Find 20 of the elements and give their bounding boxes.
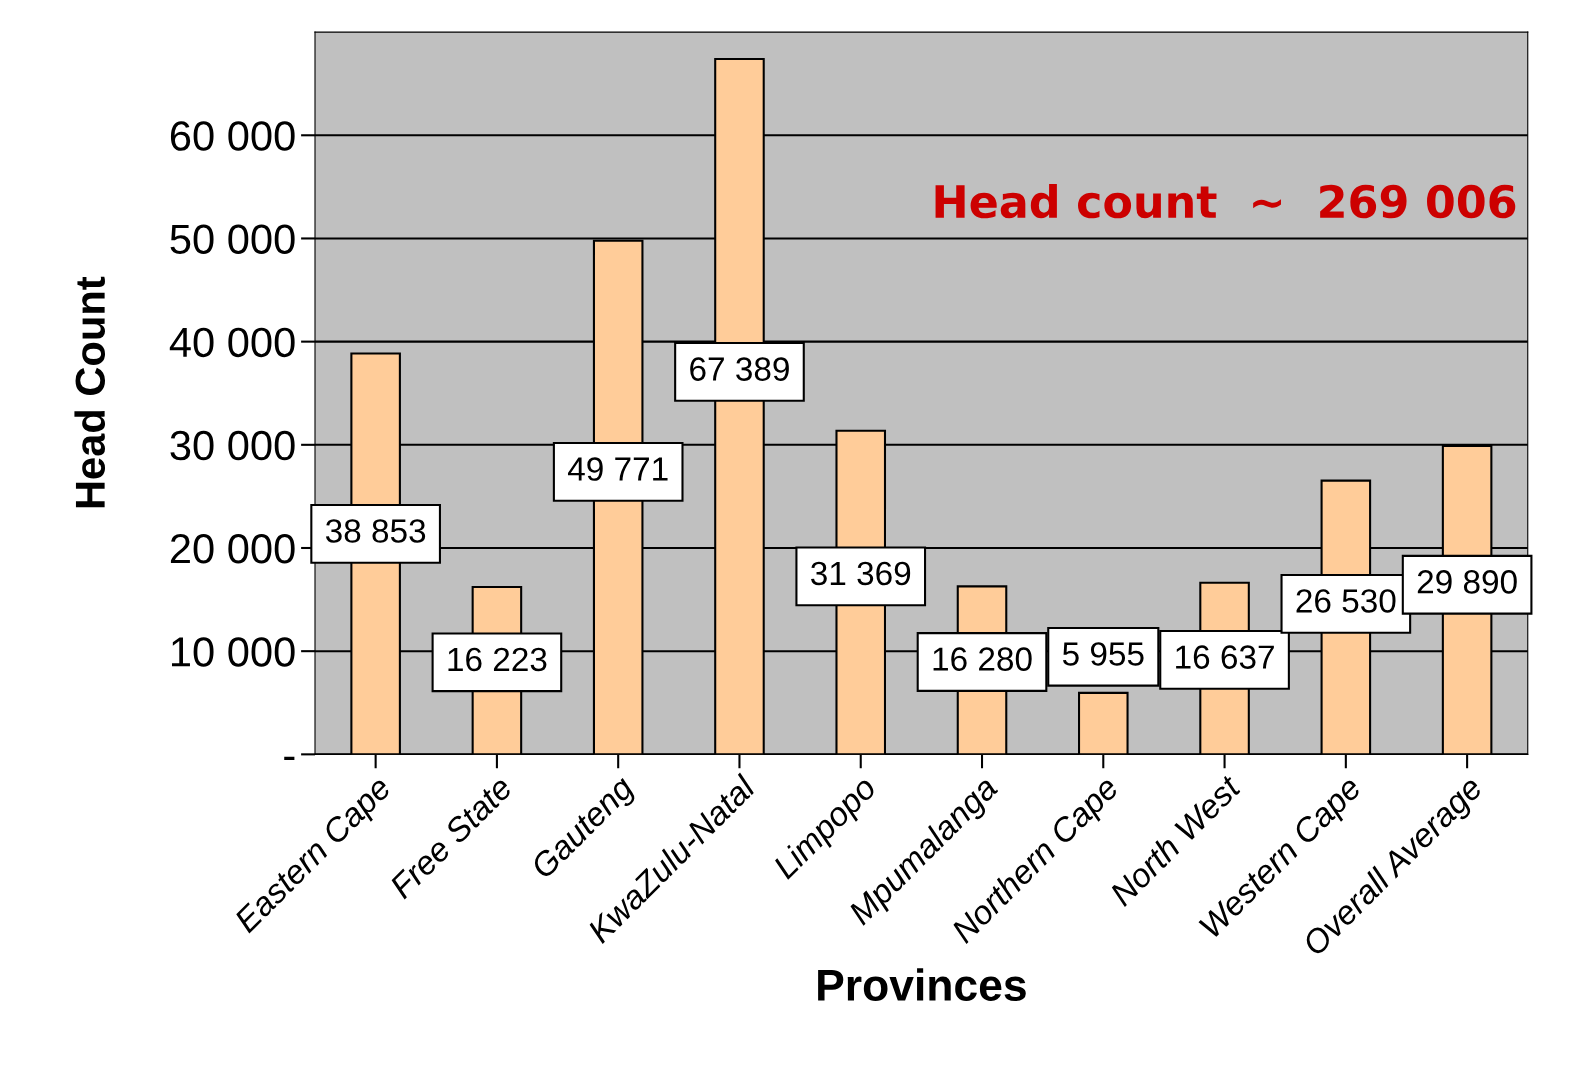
data-label: 29 890 xyxy=(1417,570,1517,594)
data-label: 31 369 xyxy=(811,561,911,586)
data-label: 16 223 xyxy=(448,647,547,672)
data-label: 38 853 xyxy=(325,519,426,543)
data-label: 16 637 xyxy=(1176,645,1274,669)
data-label: 26 530 xyxy=(1296,589,1396,613)
x-axis-title: Provinces xyxy=(818,968,1026,1001)
data-label: 5 955 xyxy=(1062,642,1144,666)
y-tick-label: 20 000 xyxy=(170,534,295,564)
data-label: 67 389 xyxy=(690,357,789,381)
y-axis-title: Head Count xyxy=(74,276,106,508)
annotation: Head count ~ 269 006 xyxy=(935,183,1516,219)
y-tick-label: 10 000 xyxy=(172,637,295,667)
data-label: 49 771 xyxy=(567,457,668,481)
y-tick-label: 30 000 xyxy=(170,430,295,461)
data-label: 16 280 xyxy=(933,647,1032,671)
y-tick-label: - xyxy=(284,756,295,761)
y-tick-label: 50 000 xyxy=(170,224,295,254)
y-tick-label: 60 000 xyxy=(170,121,295,151)
y-tick-label: 40 000 xyxy=(169,327,295,358)
